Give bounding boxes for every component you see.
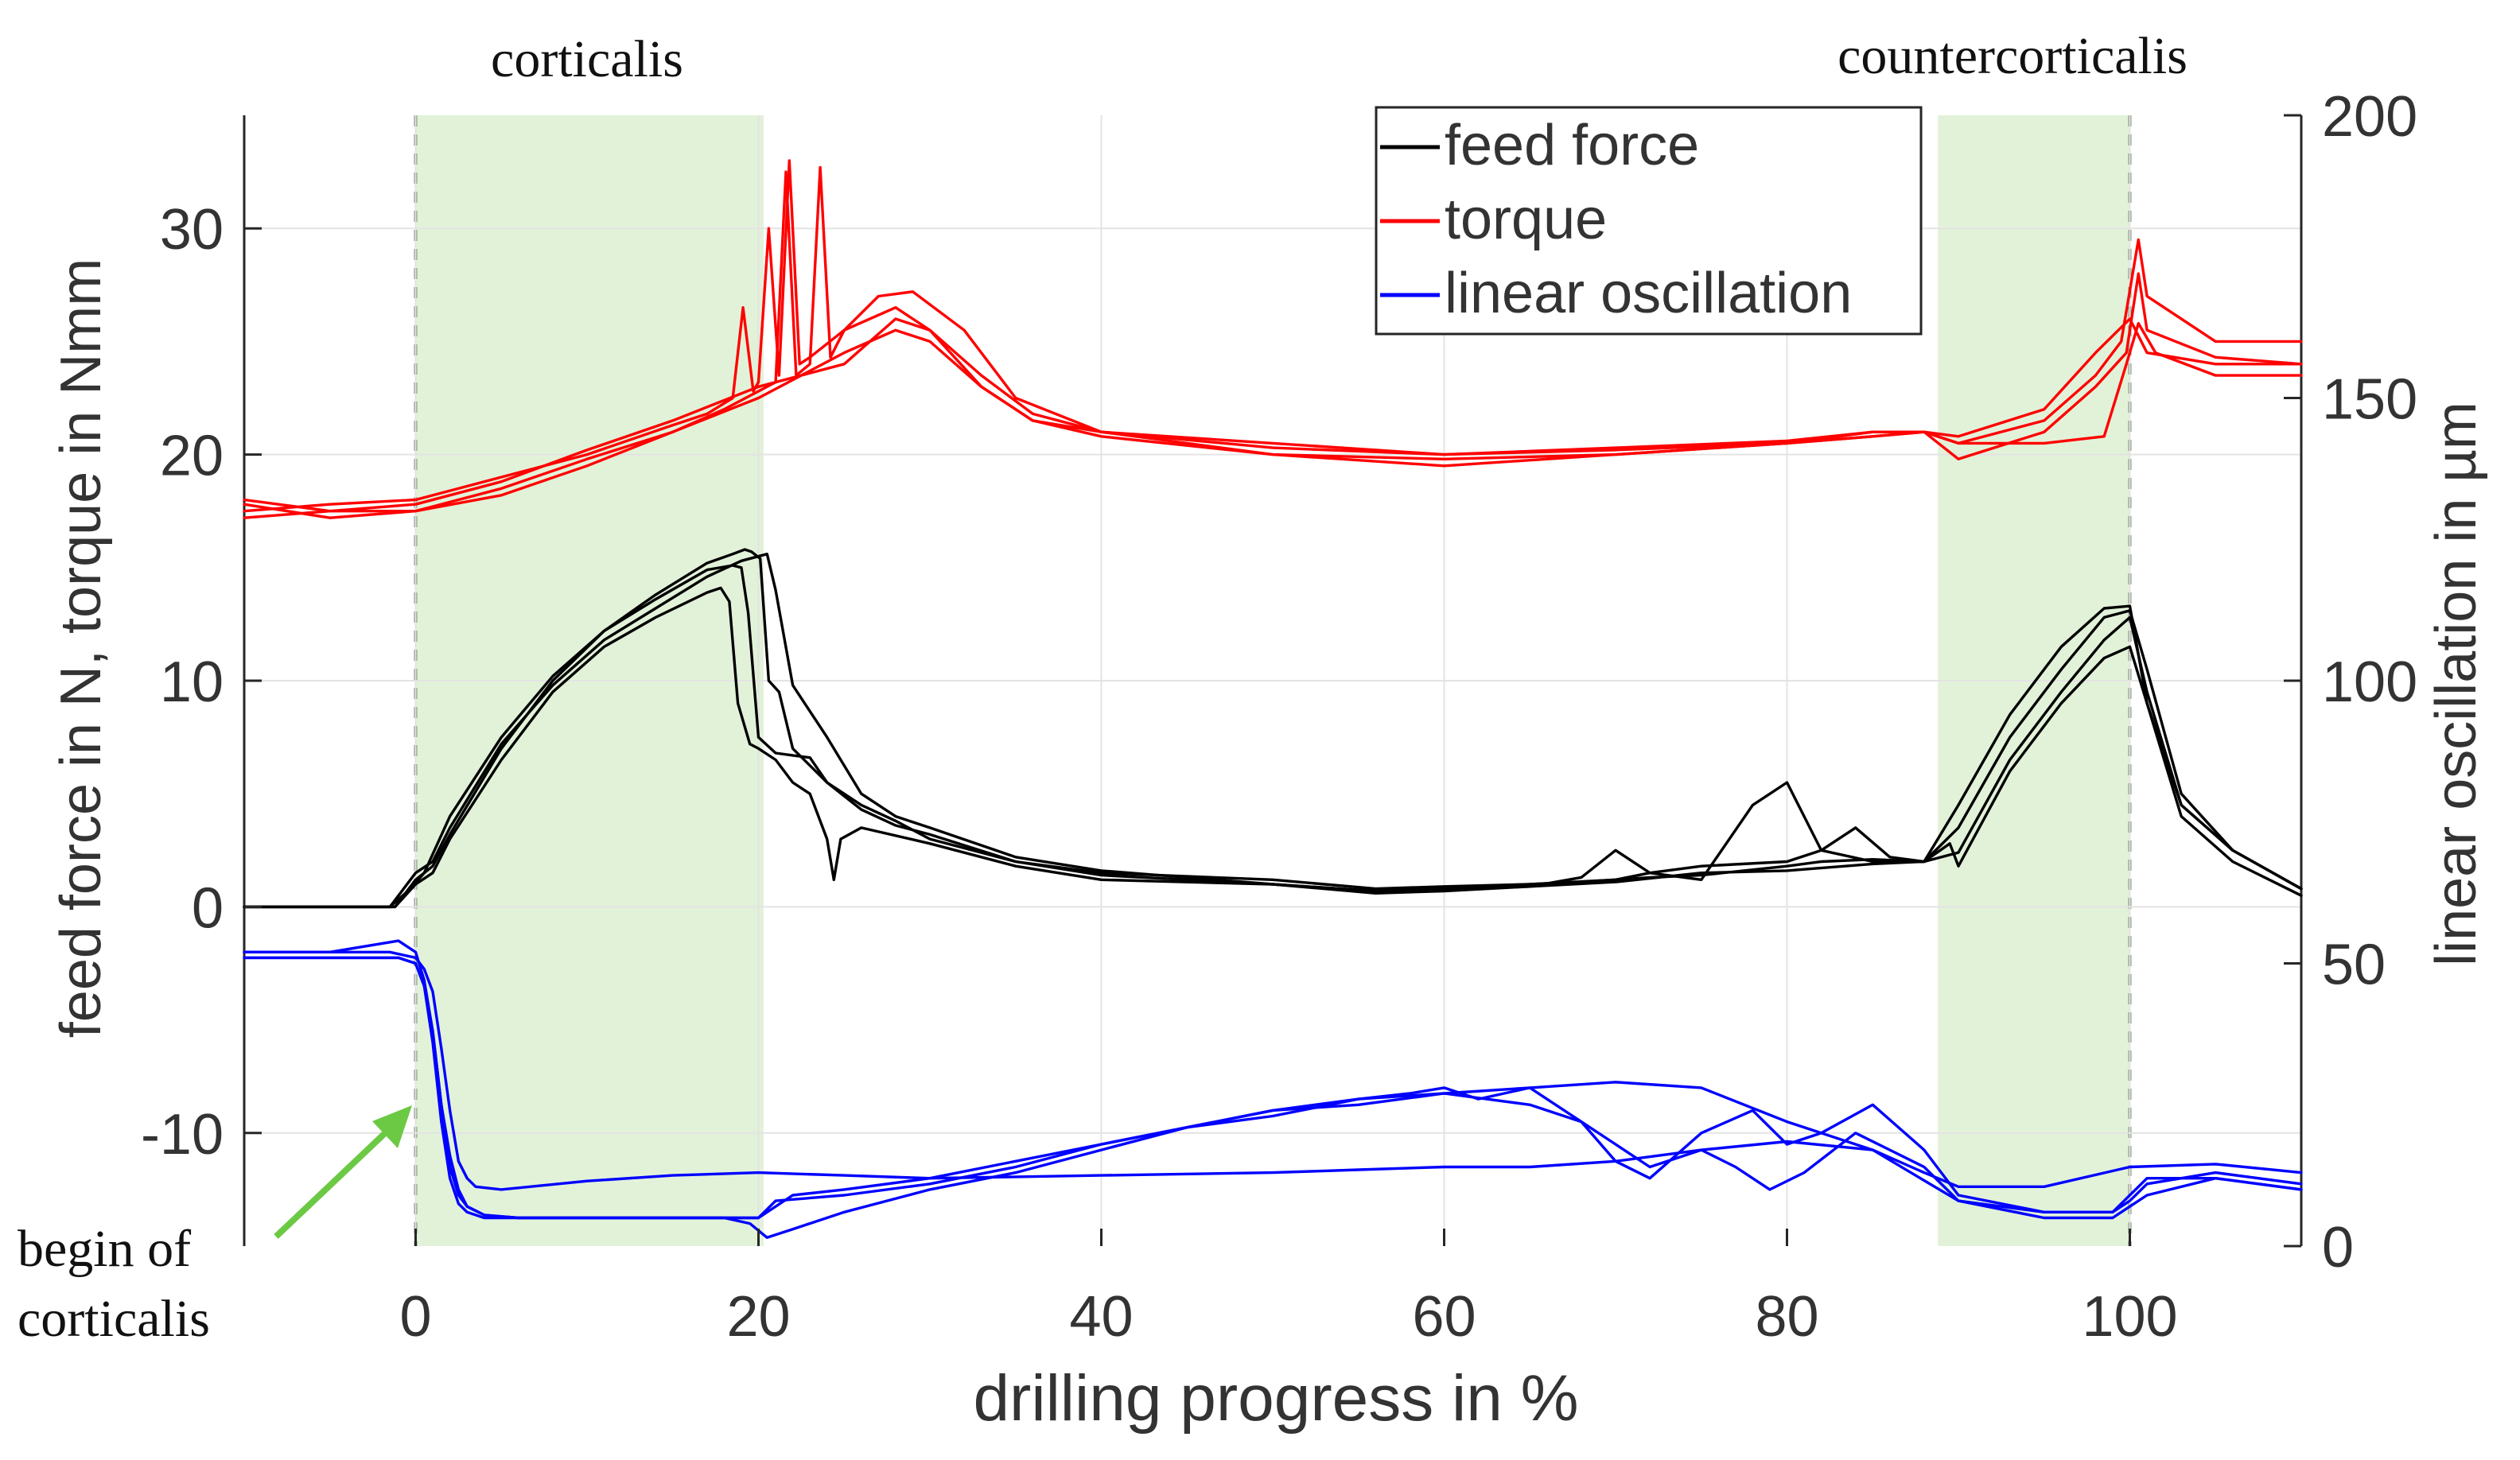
x-tick-label-100: 100 — [2082, 1285, 2177, 1349]
x-axis-label: drilling progress in % — [973, 1362, 1578, 1435]
y-left-tick-label-10: 10 — [160, 650, 224, 714]
legend-label-feed-force: feed force — [1445, 114, 1699, 177]
annotation-arrow — [274, 1131, 387, 1239]
series-linear-oscillation-run-1 — [243, 950, 2303, 1191]
series-linear-oscillation-run-4 — [243, 956, 2303, 1220]
annotation-countercorticalis: countercorticalis — [1838, 27, 2188, 85]
series-torque-run-4 — [243, 321, 2303, 519]
legend: feed force torque linear oscillation — [1375, 106, 1923, 336]
y-axis-right-label: linear oscillation in µm — [2425, 402, 2488, 966]
y-right-tick-label-200: 200 — [2322, 85, 2417, 149]
y-left-tick-label-0: 0 — [192, 876, 224, 940]
begin-of-corticalis-text: begin of corticalis — [18, 1220, 210, 1348]
begin-of-corticalis-line1: begin of — [18, 1220, 191, 1278]
x-tick-label-80: 80 — [1755, 1285, 1818, 1349]
legend-label-torque: torque — [1445, 188, 1607, 251]
y-left-tick-label--10: -10 — [141, 1103, 224, 1167]
x-tick-label-40: 40 — [1069, 1285, 1133, 1349]
x-tick-label-20: 20 — [726, 1285, 790, 1349]
annotation-arrowhead — [372, 1105, 412, 1148]
y-left-tick-label-30: 30 — [160, 198, 224, 262]
y-right-tick-label-50: 50 — [2322, 934, 2386, 997]
grid — [244, 115, 2301, 1246]
begin-of-corticalis-line2: corticalis — [18, 1290, 210, 1348]
series-linear-oscillation-run-3 — [243, 939, 2303, 1220]
legend-box — [1375, 106, 1923, 336]
x-tick-label-60: 60 — [1412, 1285, 1476, 1349]
y-right-tick-label-150: 150 — [2322, 368, 2417, 432]
y-right-tick-label-0: 0 — [2322, 1216, 2354, 1279]
series-feed-force-run-3 — [243, 586, 2303, 909]
series-torque-run-1 — [243, 159, 2303, 513]
series-feed-force-run-2 — [243, 564, 2303, 909]
y-right-tick-label-100: 100 — [2322, 650, 2417, 714]
series-layer — [243, 159, 2303, 1240]
series-torque-run-3 — [243, 317, 2303, 519]
y-left-tick-label-20: 20 — [160, 425, 224, 488]
annotation-begin-of-corticalis: begin of corticalis — [18, 1105, 412, 1348]
x-tick-label-0: 0 — [399, 1285, 431, 1349]
ticks: 0 20 40 60 80 100 -10 0 10 20 30 0 50 100 150 200 — [141, 85, 2417, 1349]
series-feed-force-run-4 — [243, 553, 2303, 909]
legend-label-linear-oscillation: linear oscillation — [1445, 262, 1852, 325]
y-axis-left-label: feed force in N, torque in Nmm — [49, 258, 113, 1038]
annotation-corticalis: corticalis — [491, 30, 683, 88]
